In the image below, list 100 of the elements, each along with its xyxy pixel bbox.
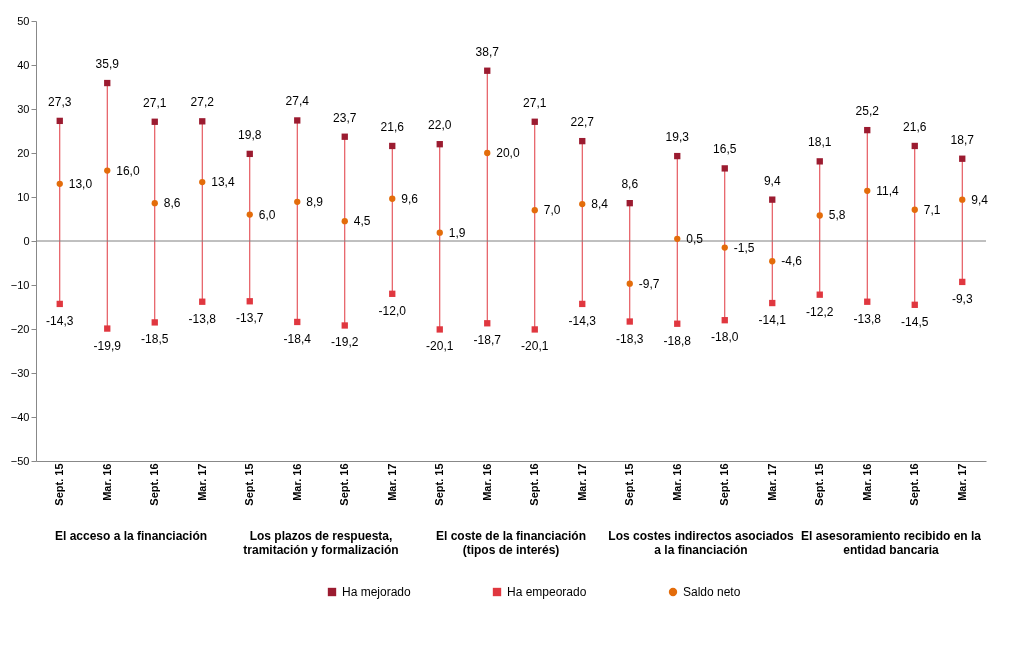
x-tick-label: Mar. 16 bbox=[290, 463, 303, 501]
point bbox=[959, 278, 966, 286]
x-tick-label: Mar. 16 bbox=[100, 463, 113, 501]
data-label: 16,0 bbox=[116, 163, 140, 178]
point bbox=[816, 158, 823, 165]
y-tick-label: −20 bbox=[10, 322, 30, 335]
text: Los costes indirectos asociados a la financiación bbox=[608, 529, 795, 557]
x-tick-label: Mar. 16 bbox=[860, 463, 873, 501]
data-label: 16,5 bbox=[713, 142, 737, 157]
data-label: 18,1 bbox=[808, 135, 832, 150]
x-tick-label: Sept. 16 bbox=[338, 463, 351, 506]
data-label: -18,4 bbox=[283, 331, 312, 346]
point bbox=[199, 118, 206, 125]
y-tick-label: 10 bbox=[17, 190, 30, 203]
legend-label: Ha mejorado bbox=[342, 585, 412, 599]
point bbox=[721, 244, 728, 251]
point bbox=[864, 126, 871, 134]
point bbox=[816, 291, 823, 298]
legend-label: Ha empeorado bbox=[507, 585, 587, 599]
y-tick-label: −40 bbox=[10, 410, 30, 423]
data-label: 22,7 bbox=[570, 115, 595, 130]
data-label: 5,8 bbox=[828, 208, 846, 223]
x-tick-label: Mar. 16 bbox=[670, 463, 683, 501]
point bbox=[104, 79, 111, 87]
data-label: -4,6 bbox=[781, 254, 803, 269]
text: El asesoramiento recibido en la entidad bancaria bbox=[800, 529, 982, 557]
data-label: -20,1 bbox=[521, 339, 549, 354]
data-label: 13,0 bbox=[68, 176, 93, 191]
point bbox=[484, 320, 491, 327]
data-label: 19,8 bbox=[238, 127, 262, 142]
data-label: -14,3 bbox=[568, 313, 597, 328]
data-label: 7,0 bbox=[543, 203, 561, 218]
data-label: -9,3 bbox=[951, 291, 973, 306]
data-label: 18,7 bbox=[950, 132, 975, 147]
point bbox=[484, 67, 491, 74]
point bbox=[341, 133, 348, 140]
point bbox=[104, 325, 111, 332]
point bbox=[579, 200, 586, 208]
data-label: 23,7 bbox=[333, 110, 357, 125]
point bbox=[341, 322, 348, 329]
data-label: 7,1 bbox=[923, 202, 941, 217]
y-tick-label: 20 bbox=[17, 146, 30, 159]
point bbox=[959, 155, 966, 162]
data-label: 9,6 bbox=[401, 191, 419, 206]
y-tick-label: −50 bbox=[10, 454, 30, 467]
point bbox=[579, 300, 586, 308]
point bbox=[151, 200, 158, 207]
point bbox=[864, 187, 871, 194]
point bbox=[769, 196, 776, 203]
point bbox=[531, 207, 538, 214]
x-tick-label: Mar. 17 bbox=[765, 463, 778, 501]
text: El coste de la financiación (tipos de interés) bbox=[435, 529, 587, 557]
data-label: -9,7 bbox=[638, 276, 660, 291]
point bbox=[294, 117, 301, 124]
point bbox=[864, 298, 871, 305]
data-label: -12,0 bbox=[378, 303, 407, 318]
point bbox=[341, 218, 348, 225]
data-label: -18,5 bbox=[141, 332, 169, 347]
data-label: 21,6 bbox=[903, 119, 927, 134]
point bbox=[769, 258, 776, 265]
point bbox=[199, 298, 206, 305]
data-label: -1,5 bbox=[733, 240, 755, 255]
point bbox=[151, 319, 158, 326]
data-label: -14,1 bbox=[758, 313, 787, 328]
data-label: 35,9 bbox=[95, 57, 120, 72]
point bbox=[436, 141, 443, 148]
data-label: 9,4 bbox=[763, 173, 781, 188]
data-label: -18,0 bbox=[711, 330, 739, 345]
data-label: 6,0 bbox=[258, 207, 276, 222]
point bbox=[56, 180, 63, 187]
point bbox=[151, 118, 158, 125]
x-tick-label: Sept. 15 bbox=[623, 463, 636, 506]
point bbox=[959, 196, 966, 203]
data-label: 22,0 bbox=[428, 118, 452, 133]
x-tick-label: Sept. 15 bbox=[433, 463, 446, 506]
x-tick-label: Sept. 16 bbox=[908, 463, 921, 506]
x-tick-label: Sept. 16 bbox=[148, 463, 161, 506]
data-label: 27,2 bbox=[190, 95, 215, 110]
data-label: 8,6 bbox=[621, 177, 639, 192]
point bbox=[389, 195, 396, 202]
data-label: -18,3 bbox=[616, 331, 644, 346]
point bbox=[199, 178, 206, 186]
point bbox=[911, 206, 918, 213]
data-label: 21,6 bbox=[380, 119, 405, 134]
data-label: -13,8 bbox=[853, 311, 882, 326]
x-tick-label: Mar. 17 bbox=[575, 463, 588, 501]
point bbox=[816, 212, 823, 219]
data-label: 27,4 bbox=[285, 94, 310, 109]
data-label: -19,9 bbox=[93, 338, 122, 353]
data-label: 20,0 bbox=[496, 146, 520, 160]
point bbox=[721, 317, 728, 324]
data-label: -13,7 bbox=[236, 311, 264, 326]
point bbox=[911, 301, 918, 308]
y-tick-label: −30 bbox=[10, 366, 30, 379]
data-label: 25,2 bbox=[855, 104, 880, 119]
point bbox=[389, 142, 396, 150]
point bbox=[531, 326, 538, 333]
data-label: 13,4 bbox=[211, 175, 235, 190]
x-tick-label: Mar. 17 bbox=[195, 463, 208, 501]
x-tick-label: Sept. 16 bbox=[718, 463, 731, 506]
